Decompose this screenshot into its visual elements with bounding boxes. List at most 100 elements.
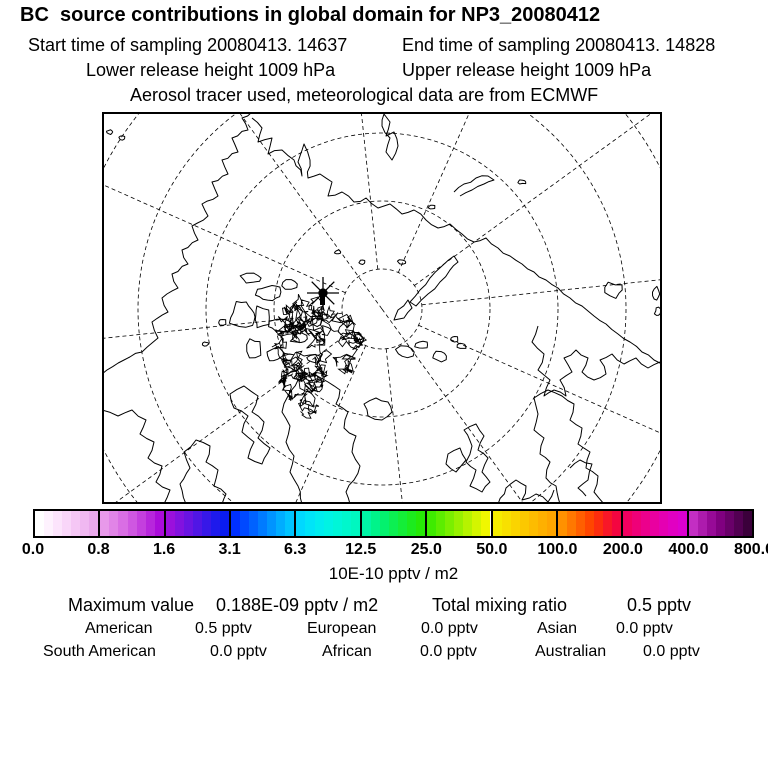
region-value-european: 0.0 pptv <box>421 620 478 637</box>
colorbar-cell <box>706 511 716 536</box>
colorbar-cell <box>276 511 286 536</box>
colorbar-cell <box>136 511 146 536</box>
colorbar-cell <box>537 511 547 536</box>
colorbar-cell <box>603 511 613 536</box>
maximum-value: 0.188E-09 pptv / m2 <box>216 595 379 615</box>
colorbar-segment <box>98 511 164 536</box>
colorbar-cell <box>594 511 604 536</box>
colorbar-segment <box>621 511 687 536</box>
colorbar-cell <box>174 511 184 536</box>
colorbar-tick-label: 200.0 <box>602 541 643 558</box>
colorbar-cell <box>445 511 455 536</box>
colorbar-cell <box>519 511 529 536</box>
colorbar-segment <box>35 511 99 536</box>
region-label-australian: Australian <box>535 643 607 660</box>
graticule <box>102 112 662 504</box>
colorbar-cell <box>201 511 211 536</box>
region-value-south-american: 0.0 pptv <box>210 643 267 660</box>
colorbar-cell <box>314 511 324 536</box>
colorbar-cell <box>677 511 687 536</box>
colorbar-cell <box>566 511 576 536</box>
colorbar-cell <box>623 511 633 536</box>
colorbar-cell <box>240 511 250 536</box>
maximum-value-label: Maximum value <box>68 595 195 615</box>
region-label-american: American <box>85 620 153 637</box>
colorbar-cell <box>463 511 473 536</box>
colorbar-cell <box>659 511 669 536</box>
map-border <box>102 112 662 504</box>
colorbar-cell <box>109 511 119 536</box>
colorbar-tick-label: 50.0 <box>476 541 508 558</box>
colorbar-cell <box>612 511 622 536</box>
colorbar-cell <box>388 511 398 536</box>
colorbar-cell <box>668 511 678 536</box>
colorbar-tick-label: 0.0 <box>21 541 45 558</box>
colorbar-segment <box>359 511 426 536</box>
colorbar-tick-label: 3.1 <box>218 541 241 558</box>
colorbar-cell <box>379 511 389 536</box>
colorbar-cell <box>220 511 230 536</box>
colorbar-cell <box>89 511 99 536</box>
colorbar-cell <box>118 511 128 536</box>
colorbar-segment <box>229 511 295 536</box>
region-label-south-american: South American <box>43 643 156 660</box>
colorbar-cell <box>332 511 342 536</box>
colorbar-cell <box>397 511 408 536</box>
colorbar-tick-label: 25.0 <box>410 541 442 558</box>
colorbar-cell <box>154 511 164 536</box>
colorbar-cell <box>724 511 734 536</box>
colorbar-cell <box>436 511 446 536</box>
colorbar-tick-label: 100.0 <box>537 541 578 558</box>
colorbar-cell <box>341 511 351 536</box>
region-value-african: 0.0 pptv <box>420 643 477 660</box>
total-mixing-ratio-value: 0.5 pptv <box>627 595 692 615</box>
colorbar-cell <box>632 511 642 536</box>
figure-title: BC source contributions in global domain… <box>20 4 601 26</box>
colorbar-cell <box>323 511 333 536</box>
colorbar-cell <box>370 511 380 536</box>
coastlines <box>102 112 662 504</box>
colorbar-tick-label: 400.0 <box>668 541 709 558</box>
colorbar-cell <box>100 511 110 536</box>
colorbar-cell <box>210 511 220 536</box>
colorbar-cell <box>454 511 464 536</box>
colorbar-cell <box>62 511 72 536</box>
colorbar-cell <box>231 511 241 536</box>
arctic-map <box>102 112 662 504</box>
colorbar-cell <box>296 511 306 536</box>
colorbar-cell <box>481 511 491 536</box>
colorbar-tick-label: 6.3 <box>284 541 307 558</box>
colorbar-cell <box>71 511 81 536</box>
colorbar-cell <box>350 511 360 536</box>
sampling-start-text: Start time of sampling 20080413. 14637 <box>28 35 348 55</box>
colorbar-cell <box>715 511 725 536</box>
colorbar-cell <box>557 511 567 536</box>
tracer-note-text: Aerosol tracer used, meteorological data… <box>130 85 599 105</box>
station-marker-icon <box>307 277 339 309</box>
colorbar-cell <box>305 511 315 536</box>
colorbar-segment <box>163 511 230 536</box>
colorbar-cell <box>192 511 202 536</box>
upper-release-text: Upper release height 1009 hPa <box>402 60 652 80</box>
colorbar-tick-labels: 0.0 0.8 1.6 3.1 6.3 12.5 25.0 50.0 100.0 200.0 400… <box>22 541 768 559</box>
colorbar-cell <box>688 511 698 536</box>
colorbar-cell <box>427 511 437 536</box>
colorbar-tick-label: 1.6 <box>152 541 176 558</box>
colorbar-segment <box>555 511 622 536</box>
colorbar-cell <box>35 511 45 536</box>
region-label-african: African <box>322 643 372 660</box>
sampling-end-text: End time of sampling 20080413. 14828 <box>402 35 716 55</box>
colorbar-cell <box>528 511 538 536</box>
colorbar-cell <box>127 511 137 536</box>
plume-contours <box>271 294 368 419</box>
colorbar-cell <box>585 511 595 536</box>
colorbar-cell <box>416 511 426 536</box>
colorbar-cell <box>575 511 586 536</box>
colorbar-cell <box>546 511 556 536</box>
colorbar-cell <box>183 511 193 536</box>
lower-release-text: Lower release height 1009 hPa <box>86 60 336 80</box>
region-label-european: European <box>307 620 377 637</box>
colorbar-cell <box>249 511 259 536</box>
colorbar-cell <box>501 511 511 536</box>
